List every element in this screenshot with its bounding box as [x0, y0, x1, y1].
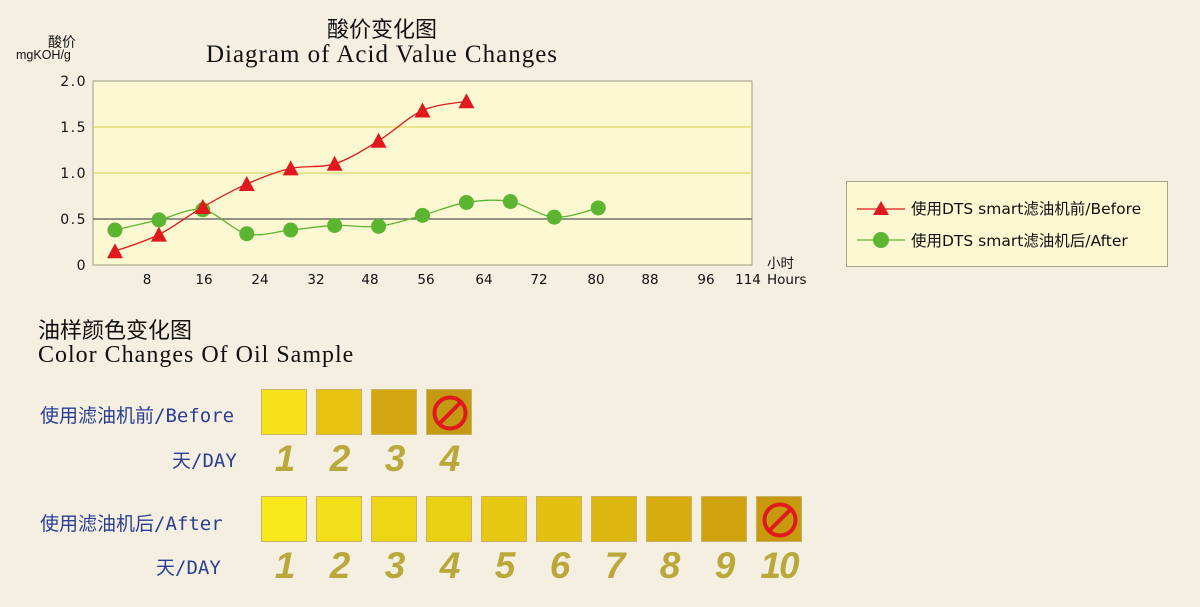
after-day-number: 5	[494, 545, 516, 586]
y-axis-label: 酸价	[48, 35, 76, 51]
after-day-number: 7	[604, 545, 626, 586]
after-swatch-4	[426, 496, 472, 542]
y-axis-unit: mgKOH/g	[16, 48, 71, 62]
after-day-number: 8	[659, 545, 681, 586]
after-swatch-5	[481, 496, 527, 542]
x-axis-label-en: Hours	[767, 272, 807, 288]
x-tick-label: 64	[475, 272, 492, 288]
prohibited-icon	[432, 395, 468, 431]
x-tick-label: 96	[697, 272, 714, 288]
x-tick-label: 114	[735, 272, 761, 288]
x-axis-label-cn: 小时	[767, 256, 794, 272]
after-swatch-6	[536, 496, 582, 542]
x-tick-label: 88	[641, 272, 658, 288]
prohibited-icon	[762, 502, 798, 538]
before-row-label: 使用滤油机前/Before	[40, 405, 235, 427]
x-tick-label: 48	[361, 272, 378, 288]
before-day-number: 4	[439, 438, 461, 479]
after-point	[546, 209, 562, 225]
legend-item-after: 使用DTS smart滤油机后/After	[857, 229, 1128, 251]
after-point	[590, 200, 606, 216]
after-swatch-10	[756, 496, 802, 542]
after-day-number: 9	[714, 545, 736, 586]
x-tick-label: 8	[143, 272, 152, 288]
acid-value-chart: 0 0.5 1.0 1.5 2.0 8 16 24 32 48 56 64 72 80 88 96 114 小时H…	[60, 74, 807, 288]
x-tick-label: 72	[530, 272, 547, 288]
after-day-number: 3	[384, 545, 406, 586]
chart-legend: 使用DTS smart滤油机前/Before 使用DTS smart滤油机后/A…	[846, 181, 1168, 267]
after-point	[239, 226, 255, 242]
before-swatch-4	[426, 389, 472, 435]
after-row-label: 使用滤油机后/After	[40, 513, 223, 535]
after-day-number: 4	[439, 545, 461, 586]
after-point	[371, 218, 387, 234]
x-tick-label: 56	[417, 272, 434, 288]
before-point	[194, 199, 211, 215]
before-point	[370, 132, 387, 148]
y-tick-label: 1.5	[60, 120, 87, 136]
after-day-label: 天/DAY	[156, 557, 221, 579]
before-day-number: 1	[274, 438, 296, 479]
before-day-label: 天/DAY	[172, 450, 237, 472]
after-day-number: 6	[549, 545, 571, 586]
before-day-number: 3	[384, 438, 406, 479]
before-point	[458, 93, 475, 109]
y-tick-label: 1.0	[60, 166, 87, 182]
chart-title-cn: 酸价变化图	[326, 18, 437, 43]
before-day-number: 2	[329, 438, 351, 479]
x-tick-label: 80	[587, 272, 604, 288]
before-swatch-3	[371, 389, 417, 435]
after-swatch-7	[591, 496, 637, 542]
after-point	[107, 222, 123, 238]
before-point	[238, 176, 255, 192]
color-section-title-cn: 油样颜色变化图	[38, 319, 193, 344]
y-tick-label: 0.5	[60, 212, 87, 228]
chart-title-en: Diagram of Acid Value Changes	[205, 41, 559, 68]
x-tick-label: 32	[307, 272, 324, 288]
before-point	[326, 155, 343, 171]
after-point	[151, 212, 167, 228]
after-point	[458, 194, 474, 210]
y-tick-label: 0	[77, 258, 87, 274]
after-swatch-3	[371, 496, 417, 542]
before-point	[282, 160, 299, 176]
after-swatch-2	[316, 496, 362, 542]
before-point	[106, 243, 123, 259]
after-day-number: 1	[274, 545, 296, 586]
legend-label-after: 使用DTS smart滤油机后/After	[911, 232, 1128, 250]
before-point	[150, 226, 167, 242]
x-tick-label: 16	[195, 272, 212, 288]
color-section-title-en: Color Changes Of Oil Sample	[38, 342, 355, 368]
after-day-number: 2	[329, 545, 351, 586]
circle-marker-icon	[857, 232, 905, 248]
legend-item-before: 使用DTS smart滤油机前/Before	[857, 197, 1141, 219]
after-point	[502, 194, 518, 210]
legend-label-before: 使用DTS smart滤油机前/Before	[911, 200, 1142, 218]
after-point	[283, 222, 299, 238]
after-point	[415, 207, 430, 223]
after-point	[327, 217, 343, 233]
after-swatch-1	[261, 496, 307, 542]
triangle-marker-icon	[857, 201, 905, 215]
after-swatch-9	[701, 496, 747, 542]
before-swatch-1	[261, 389, 307, 435]
x-tick-label: 24	[251, 272, 268, 288]
after-swatch-8	[646, 496, 692, 542]
before-swatch-2	[316, 389, 362, 435]
after-day-number: 10	[760, 545, 799, 586]
before-point	[414, 102, 431, 118]
y-tick-label: 2.0	[60, 74, 87, 90]
